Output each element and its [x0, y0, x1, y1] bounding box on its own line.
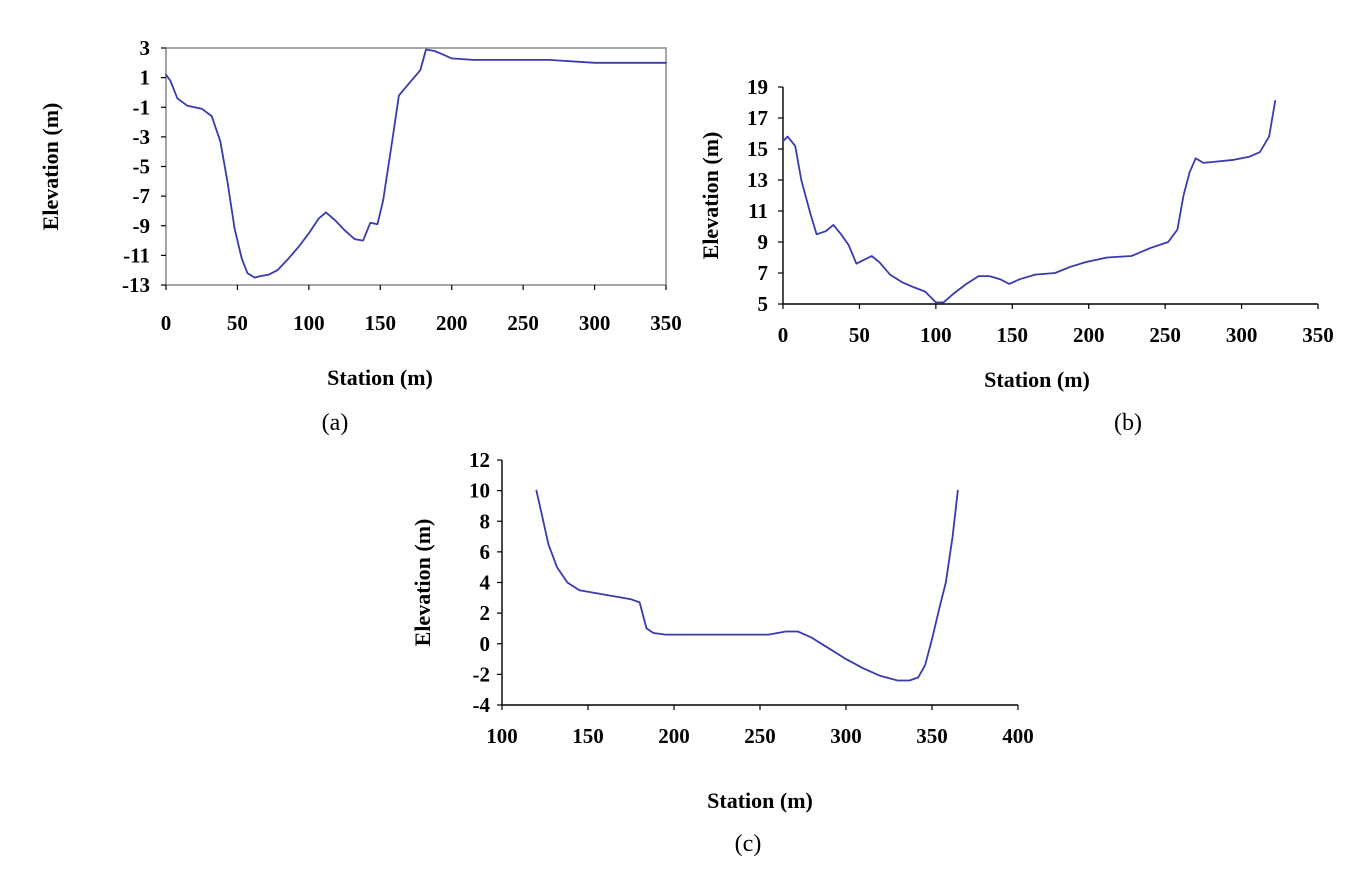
y-tick-label: -9 — [133, 214, 151, 238]
y-tick-label: 9 — [758, 230, 769, 254]
panel-label: (a) — [322, 410, 349, 436]
y-axis-title: Elevation (m) — [698, 132, 723, 260]
x-tick-label: 400 — [1002, 724, 1034, 748]
y-tick-label: 8 — [480, 509, 491, 533]
y-tick-label: 15 — [747, 137, 768, 161]
x-tick-label: 150 — [997, 323, 1029, 347]
y-tick-label: 7 — [758, 261, 769, 285]
x-tick-label: 50 — [849, 323, 870, 347]
series-line-1 — [165, 48, 667, 279]
y-tick-label: -5 — [133, 155, 151, 179]
x-tick-label: 350 — [650, 311, 682, 335]
x-tick-label: 50 — [227, 311, 248, 335]
x-tick-label: 150 — [572, 724, 604, 748]
x-tick-label: 100 — [486, 724, 518, 748]
y-tick-label: -4 — [473, 693, 491, 717]
y-tick-label: 17 — [747, 106, 768, 130]
x-tick-label: 200 — [436, 311, 468, 335]
y-tick-label: -13 — [122, 273, 150, 297]
y-tick-label: 2 — [480, 601, 491, 625]
y-axis-title: Elevation (m) — [410, 519, 435, 647]
x-axis-title: Station (m) — [707, 788, 813, 813]
x-tick-label: 150 — [365, 311, 397, 335]
y-axis-title: Elevation (m) — [38, 103, 63, 231]
y-tick-label: 5 — [758, 292, 769, 316]
x-axis-title: Station (m) — [327, 365, 433, 390]
y-tick-label: -2 — [473, 662, 491, 686]
y-tick-label: -7 — [133, 184, 151, 208]
x-tick-label: 350 — [916, 724, 948, 748]
y-tick-label: 4 — [480, 571, 491, 595]
y-tick-label: 12 — [469, 448, 490, 472]
x-tick-label: 100 — [920, 323, 952, 347]
x-tick-label: 100 — [293, 311, 325, 335]
x-axis-title: Station (m) — [984, 367, 1090, 392]
y-tick-label: 10 — [469, 479, 490, 503]
y-tick-label: 6 — [480, 540, 491, 564]
series-line-2 — [782, 100, 1277, 304]
y-tick-label: -11 — [123, 243, 150, 267]
series-line-3 — [535, 489, 959, 682]
panel-label: (b) — [1114, 410, 1142, 436]
y-tick-label: -1 — [133, 95, 151, 119]
chart-panel-1: 3 1 -1 -3 -5 -7 -9 -11 -13 0 50 100 150 200 250 300 350 E… — [38, 36, 682, 436]
plot-area-frame — [165, 47, 667, 286]
x-tick-label: 250 — [744, 724, 776, 748]
y-tick-label: 1 — [140, 66, 151, 90]
y-tick-label: 13 — [747, 168, 768, 192]
x-tick-label: 300 — [830, 724, 862, 748]
x-tick-label: 250 — [507, 311, 539, 335]
x-tick-label: 0 — [161, 311, 172, 335]
panel-label: (c) — [735, 831, 762, 857]
x-tick-label: 200 — [658, 724, 690, 748]
x-tick-label: 300 — [579, 311, 611, 335]
x-tick-label: 200 — [1073, 323, 1105, 347]
y-tick-label: 3 — [140, 36, 151, 60]
chart-panel-3: 12 10 8 6 4 2 0 -2 -4 100 150 200 250 300 350 400 Elevat… — [410, 448, 1034, 857]
x-tick-label: 0 — [778, 323, 789, 347]
y-tick-label: -3 — [133, 125, 151, 149]
y-tick-label: 0 — [480, 632, 491, 656]
x-tick-label: 300 — [1226, 323, 1258, 347]
y-tick-label: 19 — [747, 75, 768, 99]
chart-panel-2: 19 17 15 13 11 9 7 50 50 100 150 200 250 300 350 Elevat… — [698, 75, 1334, 436]
x-tick-label: 250 — [1149, 323, 1181, 347]
y-tick-label: 11 — [748, 199, 768, 223]
x-tick-label: 350 — [1302, 323, 1334, 347]
